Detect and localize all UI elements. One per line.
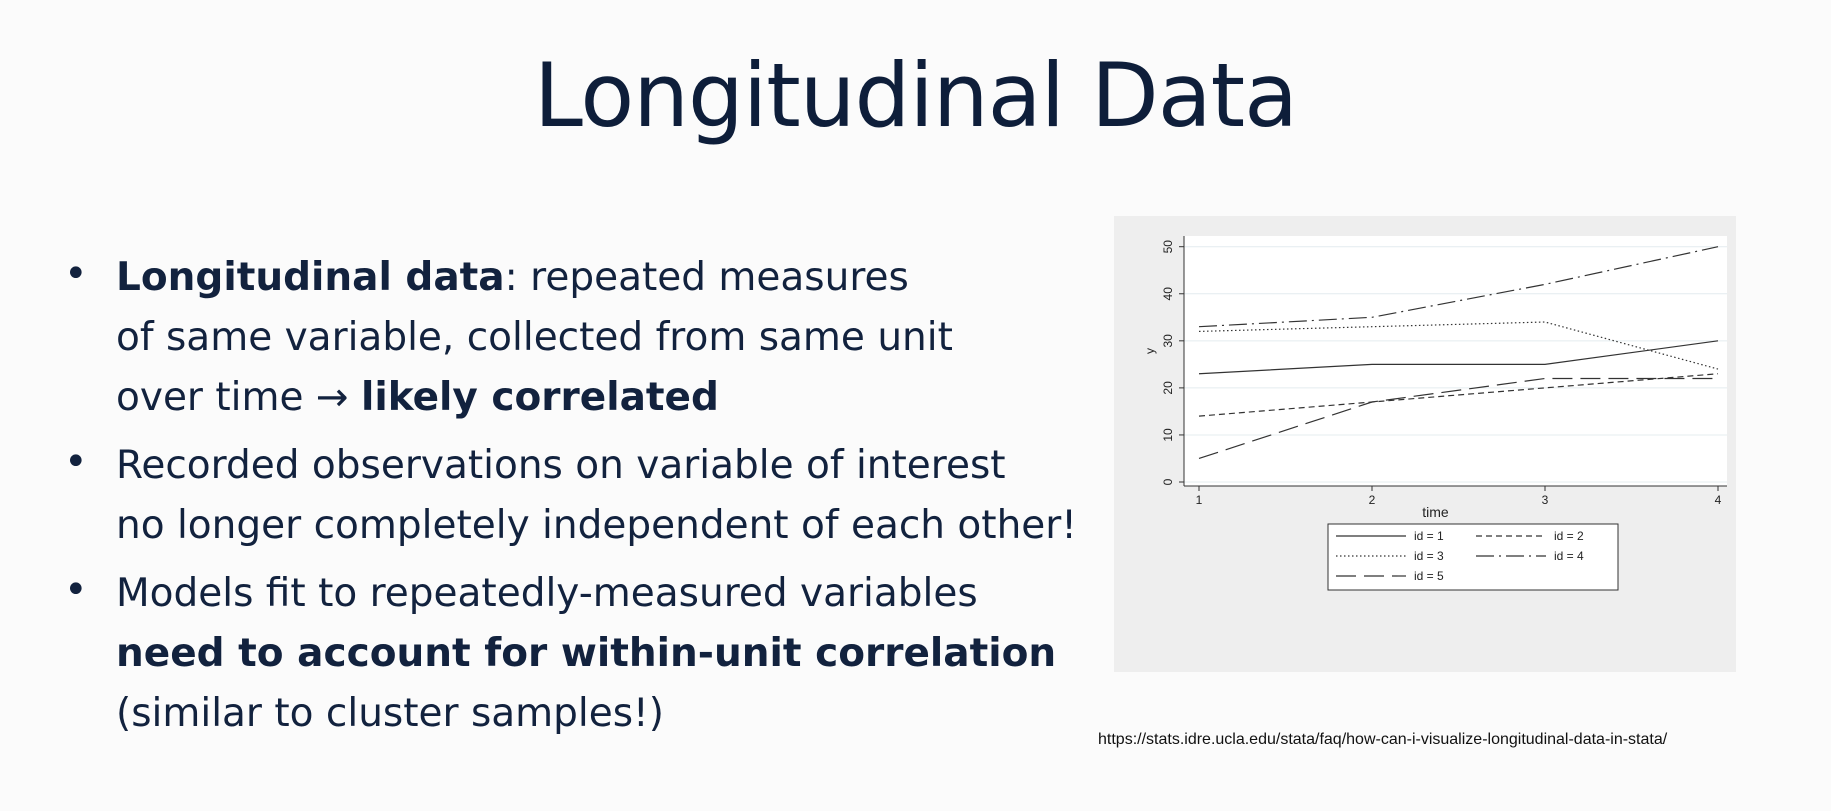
legend-label: id = 1 bbox=[1414, 529, 1444, 543]
bullet-bold-text: Longitudinal data bbox=[116, 255, 505, 300]
bullet-line: Longitudinal data: repeated measures bbox=[116, 248, 1092, 308]
x-tick-label: 3 bbox=[1542, 493, 1549, 507]
x-tick-label: 2 bbox=[1369, 493, 1376, 507]
series-line-2 bbox=[1198, 373, 1719, 417]
bullet-item: Recorded observations on variable of int… bbox=[62, 432, 1092, 556]
bullet-text: over time → bbox=[116, 375, 361, 420]
series-line-5 bbox=[1198, 377, 1718, 460]
bullet-text: (similar to cluster samples!) bbox=[116, 691, 664, 736]
y-tick-label: 0 bbox=[1161, 478, 1175, 485]
bullet-line: Recorded observations on variable of int… bbox=[116, 436, 1092, 496]
bullet-item: Models fit to repeatedly-measured variab… bbox=[62, 560, 1092, 744]
line-chart: 0 10 20 30 40 50 1 2 3 4 time y id = 1 id = 2 id = 3 id… bbox=[1143, 236, 1727, 591]
legend-label: id = 5 bbox=[1414, 569, 1444, 583]
series-line-4 bbox=[1198, 246, 1719, 328]
bullet-text: Recorded observations on variable of int… bbox=[116, 443, 1006, 488]
bullet-list: Longitudinal data: repeated measures of s… bbox=[62, 244, 1092, 752]
legend-box bbox=[1327, 523, 1619, 591]
chart-panel: 0 10 20 30 40 50 1 2 3 4 time y id = 1 id = 2 id = 3 id… bbox=[1114, 216, 1736, 672]
slide-title: Longitudinal Data bbox=[533, 44, 1298, 147]
x-axis-label: time bbox=[1422, 504, 1449, 520]
y-tick-label: 30 bbox=[1161, 334, 1175, 348]
bullet-line: no longer completely independent of each… bbox=[116, 496, 1092, 556]
bullet-bold-text: likely correlated bbox=[360, 375, 719, 420]
legend-label: id = 2 bbox=[1554, 529, 1584, 543]
legend-label: id = 3 bbox=[1414, 549, 1444, 563]
y-tick-label: 10 bbox=[1161, 428, 1175, 442]
bullet-line: of same variable, collected from same un… bbox=[116, 308, 1092, 368]
series-line-1 bbox=[1198, 340, 1719, 375]
bullet-bold-text: need to account for within-unit correlat… bbox=[116, 631, 1057, 676]
source-url: https://stats.idre.ucla.edu/stata/faq/ho… bbox=[1098, 731, 1668, 748]
bullet-line: over time → likely correlated bbox=[116, 368, 1092, 428]
x-tick-label: 1 bbox=[1196, 493, 1203, 507]
bullet-line: need to account for within-unit correlat… bbox=[116, 624, 1092, 684]
bullet-text: of same variable, collected from same un… bbox=[116, 315, 953, 360]
bullet-item: Longitudinal data: repeated measures of s… bbox=[62, 244, 1092, 428]
bullet-line: Models fit to repeatedly-measured variab… bbox=[116, 564, 1092, 624]
bullet-text: Models fit to repeatedly-measured variab… bbox=[116, 571, 978, 616]
bullet-text: no longer completely independent of each… bbox=[116, 503, 1077, 548]
x-tick-label: 4 bbox=[1715, 493, 1722, 507]
y-tick-label: 40 bbox=[1161, 287, 1175, 301]
y-tick-label: 50 bbox=[1161, 240, 1175, 254]
y-tick-label: 20 bbox=[1161, 381, 1175, 395]
plot-area bbox=[1184, 236, 1727, 486]
bullet-line: (similar to cluster samples!) bbox=[116, 684, 1092, 744]
y-axis-label: y bbox=[1143, 348, 1157, 354]
legend-label: id = 4 bbox=[1554, 549, 1584, 563]
bullet-text: : repeated measures bbox=[504, 255, 909, 300]
